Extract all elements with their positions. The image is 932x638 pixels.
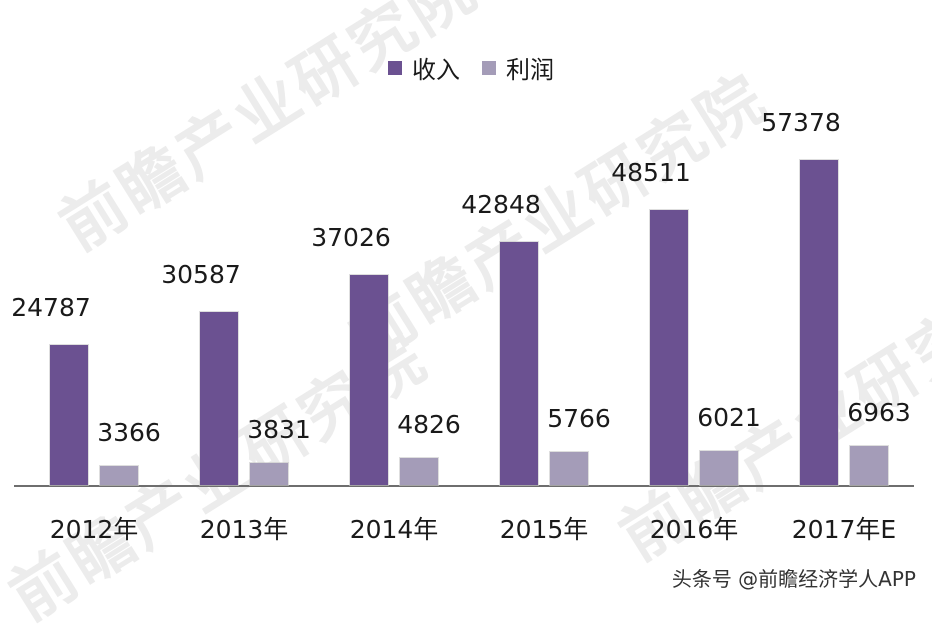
legend-label-revenue: 收入 xyxy=(412,56,460,84)
data-label-profit: 5766 xyxy=(547,404,611,433)
data-label-revenue: 48511 xyxy=(611,158,691,187)
bar-revenue xyxy=(200,312,238,485)
data-label-revenue: 37026 xyxy=(311,223,391,252)
data-label-revenue: 24787 xyxy=(11,293,91,322)
bar-profit xyxy=(700,451,738,485)
data-label-revenue: 57378 xyxy=(761,108,841,137)
bar-revenue xyxy=(50,345,88,485)
chart-legend: 收入 利润 xyxy=(388,50,576,85)
source-footer: 头条号 @前瞻经济学人APP xyxy=(671,567,916,591)
data-label-profit: 3831 xyxy=(247,415,311,444)
data-label-profit: 6021 xyxy=(697,403,761,432)
bar-profit xyxy=(250,463,288,485)
bar-revenue xyxy=(800,160,838,485)
bar-revenue xyxy=(650,210,688,485)
x-axis-category-label: 2014年 xyxy=(349,515,439,544)
bar-profit xyxy=(550,452,588,485)
data-label-revenue: 42848 xyxy=(461,190,541,219)
bar-profit xyxy=(100,466,138,485)
data-label-revenue: 30587 xyxy=(161,260,241,289)
data-label-profit: 4826 xyxy=(397,410,461,439)
x-axis-category-label: 2017年E xyxy=(791,515,897,544)
legend-item-revenue: 收入 xyxy=(388,50,460,85)
bar-chart-plot-area: 24787 3366 2012年 30587 3831 2013年 37026 4826 201… xyxy=(11,108,914,544)
legend-label-profit: 利润 xyxy=(506,56,554,84)
legend-item-profit: 利润 xyxy=(482,50,554,85)
x-axis-category-label: 2016年 xyxy=(649,515,739,544)
bar-revenue xyxy=(500,242,538,485)
bar-revenue xyxy=(350,275,388,485)
x-axis-category-label: 2013年 xyxy=(199,515,289,544)
legend-swatch-revenue-icon xyxy=(388,60,402,75)
data-label-profit: 6963 xyxy=(847,398,911,427)
x-axis-line xyxy=(14,485,914,487)
x-axis-category-label: 2015年 xyxy=(499,515,589,544)
x-axis-category-label: 2012年 xyxy=(49,515,139,544)
bar-profit xyxy=(850,446,888,485)
data-label-profit: 3366 xyxy=(97,418,161,447)
bar-profit xyxy=(400,458,438,485)
legend-swatch-profit-icon xyxy=(482,60,496,75)
